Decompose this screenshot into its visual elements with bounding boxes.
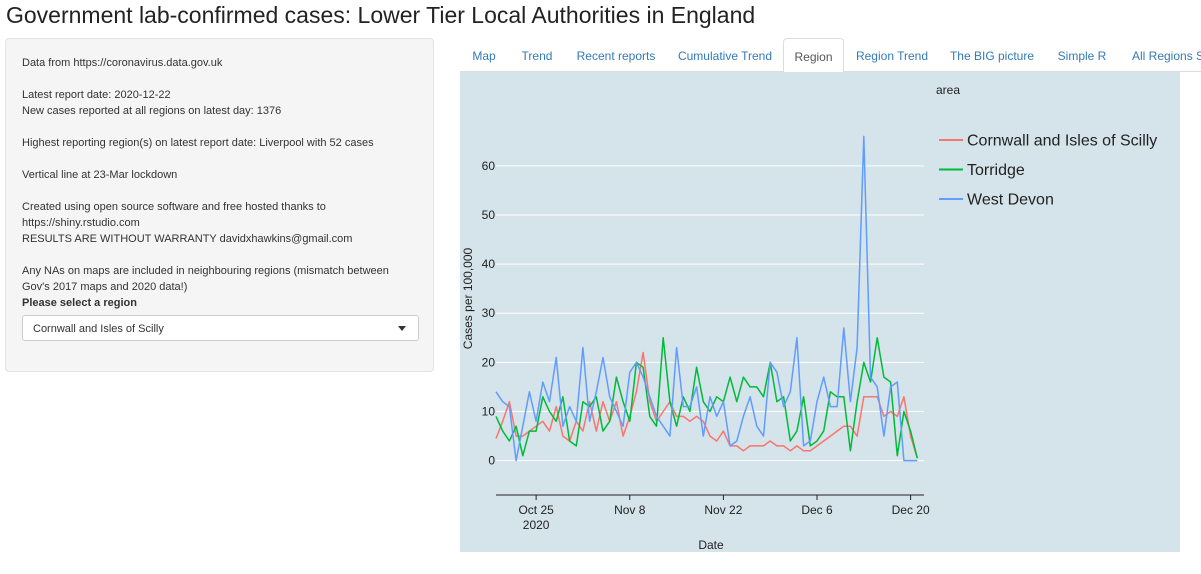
y-axis-title: Cases per 100,000	[461, 247, 475, 349]
info-shiny-link: https://shiny.rstudio.com	[22, 217, 140, 229]
info-latest-date: Latest report date: 2020-12-22	[22, 89, 171, 101]
info-lockdown-line: Vertical line at 23-Mar lockdown	[22, 169, 178, 181]
legend-label-1: Cornwall and Isles of Scilly	[967, 133, 1157, 150]
y-tick-label: 10	[482, 404, 496, 418]
y-tick-label: 60	[482, 159, 496, 173]
x-tick-label: Dec 20	[892, 503, 930, 517]
legend-label-2: Torridge	[967, 162, 1025, 179]
info-new-cases: New cases reported at all regions on lat…	[22, 105, 282, 117]
legend-label-3: West Devon	[967, 192, 1054, 209]
y-tick-label: 30	[482, 306, 496, 320]
x-tick-sublabel: 2020	[523, 518, 550, 532]
x-tick-label: Oct 25	[518, 503, 554, 517]
tab-region[interactable]: Region	[783, 38, 844, 73]
tab-trend[interactable]: Trend	[521, 49, 553, 63]
legend-title: area	[936, 83, 960, 97]
x-tick-label: Nov 22	[704, 503, 742, 517]
tab-recent-reports[interactable]: Recent reports	[576, 49, 656, 63]
tab-map[interactable]: Map	[472, 49, 496, 63]
x-tick-label: Dec 6	[801, 503, 833, 517]
region-select-label: Please select a region	[22, 297, 137, 309]
series-line-2	[495, 337, 919, 459]
info-credits: Created using open source software and f…	[22, 201, 326, 213]
x-axis-title: Date	[698, 538, 724, 552]
y-tick-label: 0	[488, 454, 495, 468]
region-select[interactable]: Cornwall and Isles of Scilly	[22, 315, 419, 341]
y-tick-label: 40	[482, 257, 496, 271]
tab-big-picture[interactable]: The BIG picture	[949, 49, 1035, 63]
info-highest-region: Highest reporting region(s) on latest re…	[22, 137, 374, 149]
info-na-note: Any NAs on maps are included in neighbou…	[22, 265, 389, 277]
sidebar-panel: Data from https://coronavirus.data.gov.u…	[5, 38, 434, 372]
x-tick-label: Nov 8	[614, 503, 646, 517]
tab-cumulative-trend[interactable]: Cumulative Trend	[677, 49, 773, 63]
info-data-source: Data from https://coronavirus.data.gov.u…	[22, 57, 223, 69]
y-tick-label: 20	[482, 355, 496, 369]
region-chart: 0 10 20 30 40 50 60 Oct 25 2020 Nov 8 Nov 22 Dec 6 D…	[460, 72, 1180, 552]
tab-all-regions-sum[interactable]: All Regions Sum	[1132, 49, 1201, 63]
series-line-3	[495, 135, 918, 462]
info-na-note-2: Gov's 2017 maps and 2020 data!)	[22, 281, 188, 293]
chevron-down-icon	[398, 326, 406, 331]
page-title: Government lab-confirmed cases: Lower Ti…	[6, 2, 756, 28]
tab-simple-r[interactable]: Simple R	[1057, 49, 1107, 63]
info-warranty: RESULTS ARE WITHOUT WARRANTY davidxhawki…	[22, 233, 353, 245]
y-tick-label: 50	[482, 208, 496, 222]
region-select-value: Cornwall and Isles of Scilly	[33, 323, 164, 335]
tab-region-trend[interactable]: Region Trend	[855, 49, 929, 63]
tab-bar: Map Trend Recent reports Cumulative Tren…	[460, 38, 1201, 73]
